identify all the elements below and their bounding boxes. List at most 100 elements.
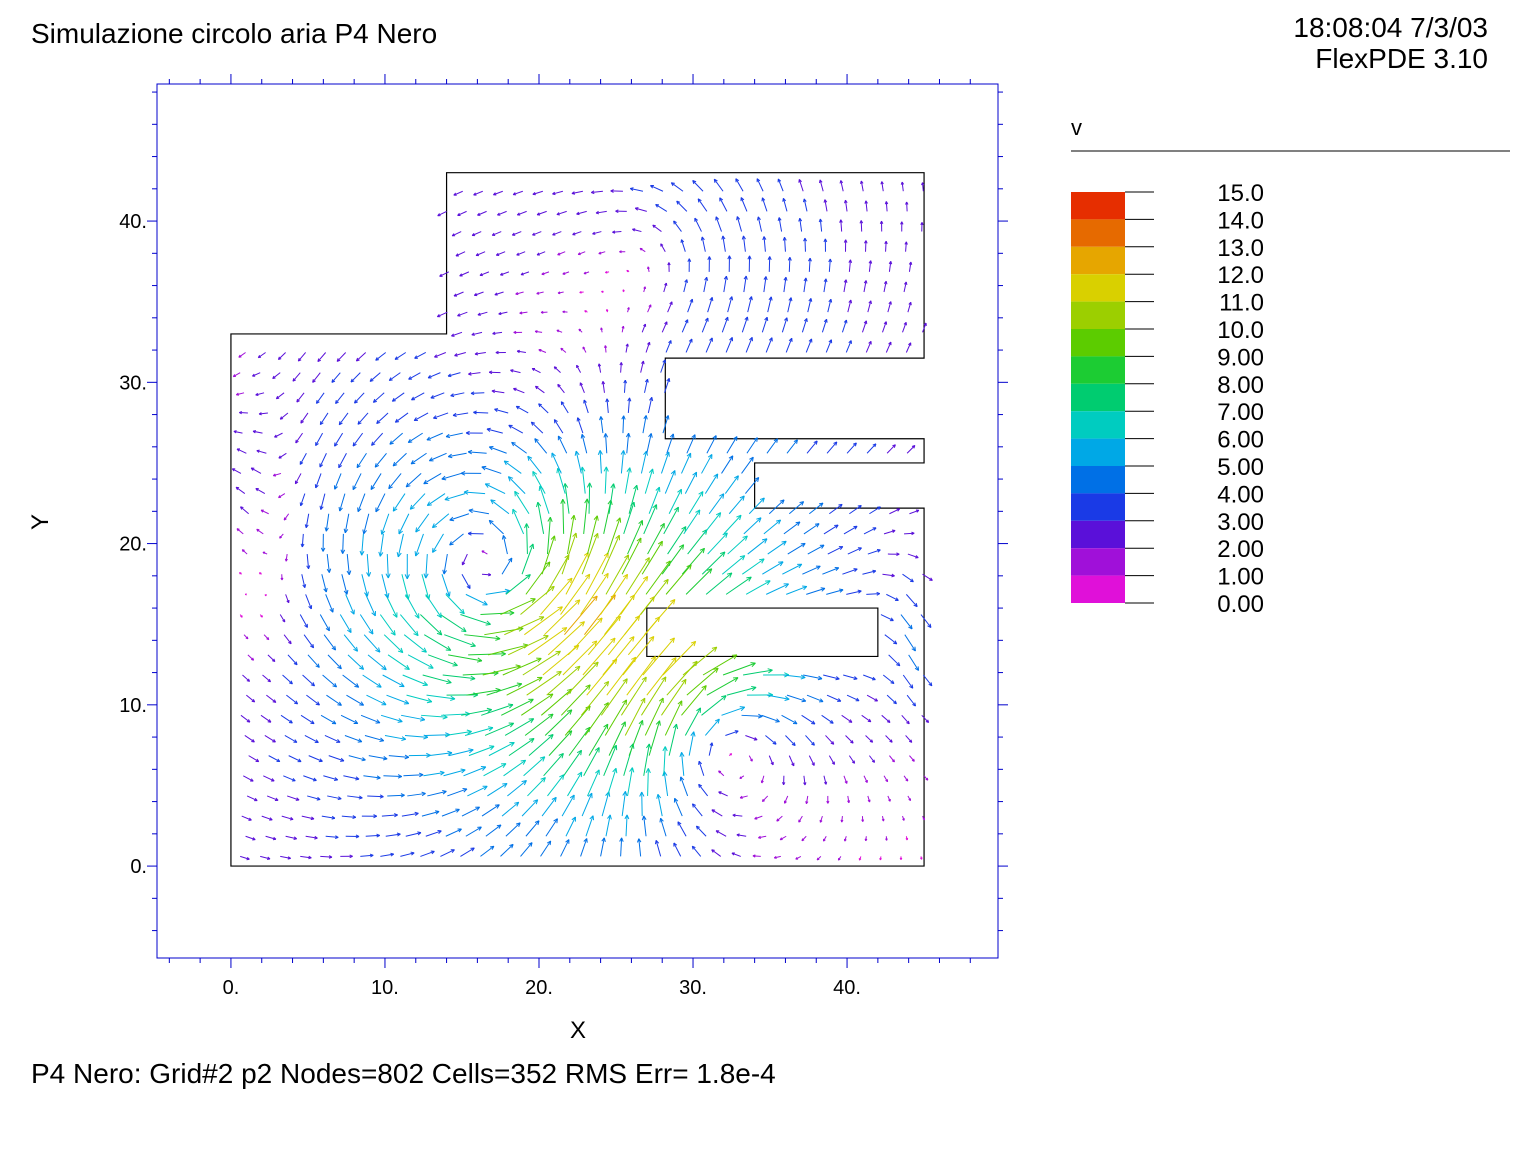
velocity-arrow bbox=[441, 574, 451, 597]
velocity-arrow bbox=[620, 450, 626, 474]
y-tick-label: 10. bbox=[119, 695, 147, 717]
velocity-arrow bbox=[279, 614, 286, 623]
velocity-arrow bbox=[359, 533, 365, 556]
velocity-arrow bbox=[508, 737, 535, 757]
timestamp-block: 18:08:04 7/3/03 FlexPDE 3.10 bbox=[1293, 12, 1488, 75]
velocity-arrow bbox=[708, 493, 725, 515]
velocity-arrow bbox=[822, 566, 840, 575]
velocity-arrow bbox=[763, 519, 782, 535]
velocity-arrow bbox=[583, 271, 590, 275]
velocity-arrow bbox=[566, 661, 599, 696]
velocity-arrow bbox=[788, 755, 795, 767]
velocity-arrow bbox=[359, 614, 374, 635]
velocity-arrow bbox=[394, 352, 407, 360]
velocity-arrow bbox=[501, 557, 513, 575]
velocity-arrow bbox=[301, 815, 315, 821]
velocity-arrow bbox=[247, 654, 255, 661]
legend-swatch bbox=[1071, 383, 1125, 412]
velocity-arrow bbox=[363, 634, 381, 653]
velocity-arrow bbox=[463, 489, 486, 495]
velocity-arrow bbox=[507, 635, 549, 656]
velocity-arrow bbox=[825, 735, 835, 745]
velocity-arrow bbox=[667, 262, 671, 272]
velocity-arrow bbox=[388, 372, 401, 382]
velocity-arrow bbox=[485, 824, 502, 837]
velocity-arrow bbox=[368, 755, 388, 761]
velocity-arrow bbox=[882, 674, 895, 685]
velocity-arrow bbox=[444, 493, 466, 501]
velocity-arrow bbox=[864, 836, 868, 842]
velocity-arrow bbox=[781, 317, 788, 333]
velocity-arrow bbox=[583, 747, 600, 777]
velocity-arrow bbox=[783, 521, 801, 535]
velocity-arrow bbox=[457, 210, 467, 217]
legend-label: 1.00 bbox=[1217, 564, 1264, 591]
velocity-arrow bbox=[668, 488, 682, 514]
velocity-arrow bbox=[841, 319, 848, 333]
velocity-arrow bbox=[481, 703, 514, 716]
velocity-arrow bbox=[545, 818, 558, 837]
velocity-arrow bbox=[461, 553, 468, 566]
velocity-arrow bbox=[756, 178, 764, 192]
velocity-arrow bbox=[766, 694, 790, 701]
velocity-arrow bbox=[647, 396, 654, 414]
velocity-arrow bbox=[448, 748, 474, 757]
velocity-arrow bbox=[536, 210, 547, 216]
velocity-arrow bbox=[603, 499, 613, 535]
velocity-arrow bbox=[433, 412, 449, 420]
velocity-arrow bbox=[741, 316, 749, 333]
velocity-arrow bbox=[285, 835, 297, 840]
velocity-arrow bbox=[495, 350, 506, 355]
velocity-arrow bbox=[532, 470, 546, 494]
legend-swatch bbox=[1071, 411, 1125, 439]
velocity-arrow bbox=[360, 853, 374, 858]
timestamp: 18:08:04 7/3/03 bbox=[1293, 12, 1488, 43]
velocity-arrow bbox=[524, 606, 563, 636]
velocity-arrow bbox=[845, 735, 854, 744]
velocity-arrow bbox=[862, 569, 877, 575]
velocity-arrow bbox=[287, 654, 298, 666]
velocity-arrow bbox=[578, 328, 583, 333]
velocity-arrow bbox=[829, 503, 843, 515]
velocity-arrow bbox=[451, 331, 463, 337]
velocity-arrow bbox=[721, 706, 746, 716]
velocity-arrow bbox=[488, 643, 529, 656]
velocity-arrow bbox=[803, 277, 808, 293]
velocity-arrow bbox=[284, 553, 288, 562]
velocity-arrow bbox=[488, 445, 507, 454]
velocity-arrow bbox=[600, 678, 628, 716]
velocity-arrow bbox=[463, 766, 487, 777]
velocity-arrow bbox=[743, 275, 748, 293]
velocity-arrow bbox=[481, 550, 488, 555]
velocity-arrow bbox=[920, 222, 924, 232]
velocity-arrow bbox=[685, 338, 693, 353]
velocity-arrow bbox=[565, 816, 576, 837]
velocity-arrow bbox=[741, 713, 763, 719]
velocity-arrow bbox=[921, 182, 925, 192]
velocity-arrow bbox=[889, 755, 895, 763]
velocity-arrow bbox=[802, 198, 808, 212]
velocity-arrow bbox=[628, 484, 639, 514]
velocity-arrow bbox=[405, 831, 422, 837]
velocity-arrow bbox=[823, 524, 839, 535]
velocity-arrow bbox=[721, 555, 746, 575]
velocity-arrow bbox=[461, 806, 480, 817]
velocity-arrow bbox=[802, 565, 821, 575]
velocity-arrow bbox=[420, 850, 435, 857]
velocity-arrow bbox=[441, 472, 462, 481]
velocity-arrow bbox=[662, 746, 668, 776]
velocity-arrow bbox=[345, 834, 360, 839]
velocity-arrow bbox=[803, 523, 820, 535]
velocity-arrow bbox=[700, 236, 706, 252]
legend-swatch bbox=[1071, 192, 1125, 220]
velocity-arrow bbox=[430, 392, 445, 399]
velocity-arrow bbox=[859, 220, 864, 232]
y-tick-label: 30. bbox=[119, 372, 147, 394]
velocity-arrow bbox=[327, 795, 342, 801]
velocity-arrow bbox=[264, 735, 276, 743]
velocity-arrow bbox=[404, 734, 429, 740]
velocity-arrow bbox=[902, 674, 914, 689]
velocity-arrow bbox=[841, 714, 853, 723]
velocity-arrow bbox=[468, 372, 481, 376]
